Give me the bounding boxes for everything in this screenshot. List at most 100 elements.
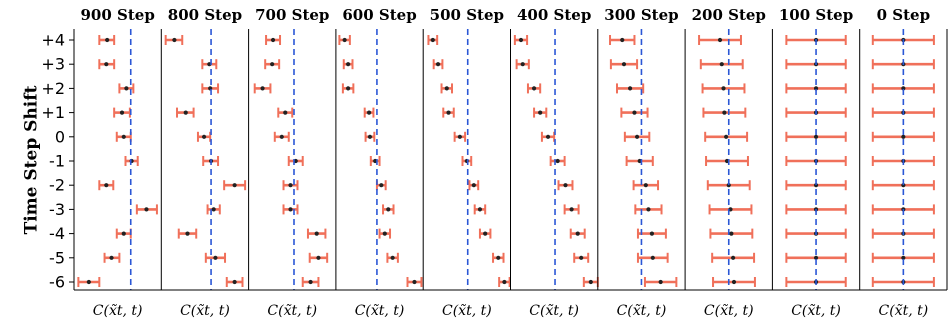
data-point (446, 110, 451, 115)
data-point (444, 86, 449, 91)
data-point (731, 279, 737, 285)
data-point (901, 134, 906, 139)
data-point (288, 207, 293, 212)
data-point (729, 231, 734, 236)
panel: 800 Step C(x̃t, t) (164, 6, 250, 319)
data-point (901, 255, 906, 260)
data-point (531, 86, 537, 91)
data-point (538, 110, 543, 115)
data-point (520, 62, 525, 67)
y-axis-label: Time Step Shift (22, 85, 42, 234)
panel-title: 600 Step (342, 6, 416, 24)
data-point (650, 255, 655, 260)
x-axis-label: C(x̃t, t) (791, 303, 841, 319)
data-point (260, 86, 265, 91)
data-point (270, 62, 275, 67)
y-tick-label: +3 (41, 55, 65, 74)
x-axis-label: C(x̃t, t) (879, 303, 929, 319)
panel: 500 Step C(x̃t, t) (427, 6, 511, 319)
data-point (390, 255, 395, 260)
data-point (105, 37, 110, 43)
panel-title: 900 Step (80, 6, 154, 24)
data-point (379, 183, 384, 188)
data-point (183, 110, 188, 115)
panel: 300 Step C(x̃t, t) (604, 6, 686, 319)
data-point (726, 183, 731, 188)
data-point (632, 110, 637, 115)
y-tick-label: -4 (49, 224, 65, 243)
data-point (435, 62, 441, 67)
data-point (518, 37, 524, 43)
data-point (575, 231, 580, 236)
y-tick-label: -3 (49, 200, 65, 219)
data-point (172, 37, 177, 43)
data-point (477, 207, 483, 212)
x-axis-label: C(x̃t, t) (180, 303, 230, 319)
data-point (649, 231, 655, 236)
y-tick-label: -2 (49, 176, 65, 195)
data-point (579, 255, 584, 260)
data-point (346, 62, 351, 67)
data-point (724, 134, 729, 139)
panel: 400 Step C(x̃t, t) (513, 6, 599, 319)
data-point (646, 207, 651, 212)
data-point (121, 231, 126, 236)
panel-title: 500 Step (430, 6, 504, 24)
data-point (109, 255, 114, 260)
x-axis-label: C(x̃t, t) (93, 303, 143, 319)
panel: 200 Step C(x̃t, t) (692, 6, 773, 319)
data-point (270, 37, 276, 43)
panel-title: 300 Step (604, 6, 678, 24)
data-point (496, 255, 501, 260)
y-tick-label: +2 (41, 79, 65, 98)
panel-title: 200 Step (692, 6, 766, 24)
data-point (731, 255, 736, 260)
data-point (545, 134, 551, 139)
data-point (283, 110, 288, 115)
data-point (366, 110, 372, 115)
data-point (314, 231, 319, 236)
data-point (717, 37, 723, 43)
x-axis-label: C(x̃t, t) (267, 303, 317, 319)
x-axis-label: C(x̃t, t) (529, 303, 579, 319)
data-point (288, 183, 293, 188)
data-point (119, 110, 125, 115)
data-point (316, 255, 321, 260)
y-tick-label: -5 (49, 248, 65, 267)
panel: 600 Step C(x̃t, t) (338, 6, 424, 319)
data-point (104, 62, 109, 67)
y-tick-label: +4 (41, 31, 65, 50)
data-point (621, 62, 627, 67)
data-point (634, 134, 640, 139)
data-point (658, 279, 663, 285)
x-axis-label: C(x̃t, t) (704, 303, 754, 319)
panel-title: 400 Step (517, 6, 591, 24)
data-point (813, 183, 819, 188)
data-point (232, 183, 237, 188)
panel-title: 0 Step (877, 6, 930, 24)
y-tick-label: +1 (41, 103, 65, 122)
data-point (643, 183, 648, 188)
x-axis-label: C(x̃t, t) (617, 303, 667, 319)
data-point (232, 279, 237, 285)
data-point (144, 207, 149, 212)
data-point (483, 231, 488, 236)
data-point (279, 134, 284, 139)
data-point (104, 183, 109, 188)
data-point (563, 183, 568, 188)
data-point (412, 279, 417, 285)
panel-title: 100 Step (779, 6, 853, 24)
data-point (367, 134, 373, 139)
data-point (901, 86, 906, 91)
data-point (213, 255, 218, 260)
data-point (430, 37, 435, 43)
data-point (346, 86, 351, 91)
data-point (569, 207, 574, 212)
data-point (457, 134, 462, 139)
data-point (342, 37, 347, 43)
data-point (620, 37, 625, 43)
panel-title: 700 Step (255, 6, 329, 24)
panel: 700 Step C(x̃t, t) (253, 6, 337, 319)
data-point (502, 279, 507, 285)
panel: 900 Step C(x̃t, t) (73, 6, 162, 319)
